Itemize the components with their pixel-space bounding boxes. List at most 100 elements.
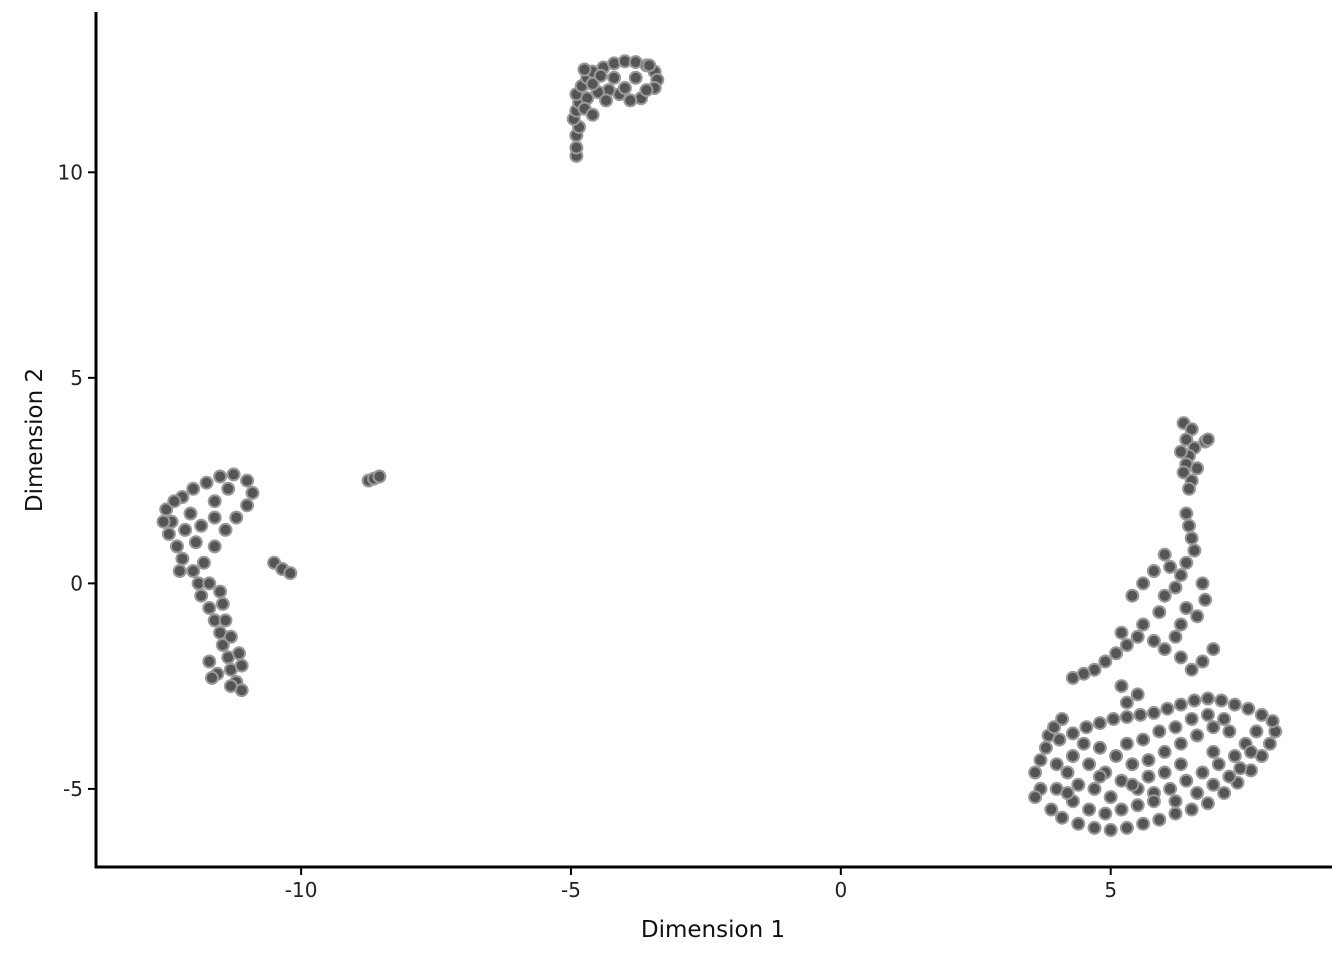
data-point [585, 107, 600, 122]
data-point [1130, 798, 1145, 813]
data-point [1033, 753, 1048, 768]
data-point [194, 588, 209, 603]
data-point [642, 58, 657, 73]
data-point [1092, 716, 1107, 731]
data-point [1065, 670, 1080, 685]
y-tick-label: -5 [63, 777, 83, 801]
data-point [1055, 810, 1070, 825]
data-point [607, 70, 622, 85]
data-point [1109, 646, 1124, 661]
data-point [188, 535, 203, 550]
data-point [161, 527, 176, 541]
data-point [1098, 654, 1113, 669]
data-point [1200, 707, 1215, 722]
data-point [186, 481, 201, 496]
data-point [183, 506, 198, 521]
x-tick-label: 0 [834, 878, 847, 902]
data-point [202, 654, 217, 669]
data-point [1195, 765, 1210, 780]
data-point [245, 485, 260, 500]
data-point [1098, 806, 1113, 821]
data-point [585, 76, 600, 91]
data-point [283, 566, 298, 581]
data-point [213, 469, 228, 484]
data-point [372, 469, 387, 484]
data-point [1173, 757, 1188, 772]
data-point [1125, 588, 1140, 603]
data-point [1082, 757, 1097, 772]
data-point [1200, 691, 1215, 706]
data-point [156, 514, 171, 529]
data-point [202, 576, 217, 591]
data-point [1214, 693, 1229, 708]
data-point [1047, 720, 1061, 735]
data-point [1130, 629, 1145, 644]
data-point [1200, 432, 1215, 447]
data-point [1176, 465, 1191, 480]
data-point [234, 658, 249, 673]
data-point [1173, 697, 1188, 712]
data-point [175, 551, 190, 566]
data-point [194, 518, 209, 533]
data-point [1206, 777, 1221, 792]
data-point [1125, 757, 1140, 772]
data-point [1114, 625, 1129, 640]
data-point [1106, 712, 1121, 726]
data-point [1119, 820, 1134, 835]
x-axis: -10 -5 0 5 [94, 865, 1332, 902]
data-point [1152, 812, 1167, 827]
data-point [593, 68, 608, 83]
data-point [218, 522, 233, 537]
data-point [1130, 687, 1145, 702]
data-point [569, 140, 584, 155]
data-point [1233, 761, 1248, 776]
data-point [186, 564, 201, 578]
data-point [1217, 712, 1232, 726]
x-tick-label: -5 [561, 878, 581, 902]
data-point [623, 93, 638, 108]
data-point [196, 555, 211, 570]
data-point [1179, 555, 1194, 570]
y-axis: -5 0 5 10 [58, 12, 98, 869]
data-point [1146, 705, 1161, 720]
data-point [172, 564, 187, 578]
data-point [1044, 802, 1059, 817]
data-point [639, 83, 654, 98]
data-point [218, 613, 233, 628]
data-point [1146, 564, 1161, 578]
data-point [1168, 629, 1183, 644]
data-point [1187, 543, 1202, 558]
data-point [1114, 679, 1129, 694]
data-point [240, 498, 255, 513]
data-point [1141, 753, 1156, 768]
data-point [205, 670, 219, 685]
data-point [1163, 559, 1178, 574]
y-axis-title: Dimension 2 [22, 368, 48, 512]
data-point [1133, 707, 1148, 722]
data-point [1119, 695, 1134, 710]
data-point [1087, 781, 1102, 796]
data-point [1227, 697, 1242, 712]
data-point [178, 522, 193, 537]
data-point [1055, 712, 1070, 726]
data-point [1065, 749, 1080, 763]
data-point [1190, 728, 1205, 743]
data-point [207, 510, 222, 525]
data-point [1052, 732, 1067, 747]
data-point [223, 679, 238, 694]
data-point [1136, 816, 1151, 831]
data-point [1168, 720, 1183, 735]
y-tick-label: 0 [70, 571, 83, 595]
data-point [1114, 802, 1129, 817]
data-point [1103, 790, 1118, 805]
data-point [1163, 781, 1178, 796]
data-point [1173, 444, 1188, 459]
data-point [1200, 796, 1215, 811]
data-point [1136, 617, 1151, 632]
scatter-points [156, 54, 1283, 837]
data-point [215, 638, 230, 652]
data-point [1152, 605, 1167, 620]
data-point [223, 629, 238, 644]
data-point [202, 601, 217, 615]
